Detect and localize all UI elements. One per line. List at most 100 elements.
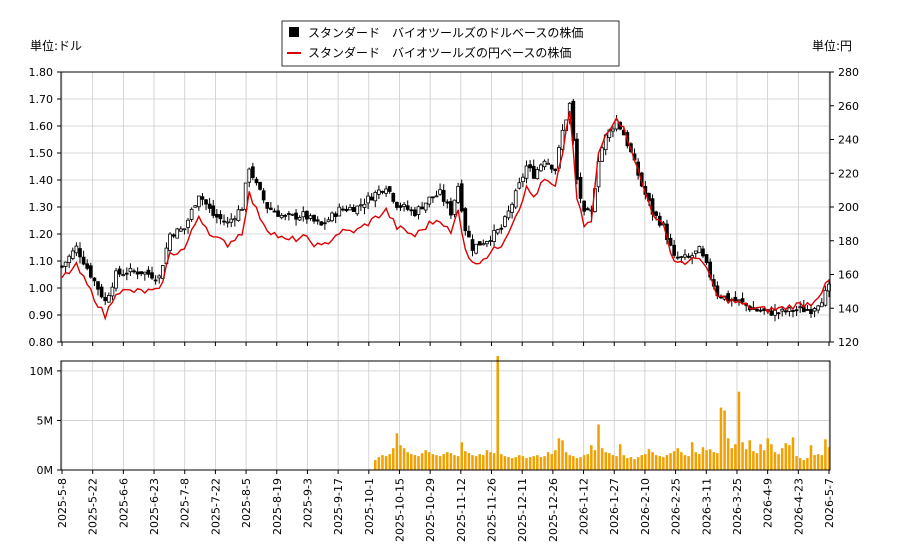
candle-body [283, 214, 288, 217]
x-tick-label: 2025-5-8 [56, 478, 69, 528]
candle-body [366, 195, 370, 204]
candle-body [531, 165, 536, 179]
candle-body [92, 277, 97, 282]
candle-body [254, 178, 259, 184]
candle-body [445, 201, 450, 204]
candle-body [251, 166, 255, 178]
candle-body [391, 192, 396, 202]
right-ytick-label: 240 [838, 134, 859, 147]
candle-body [402, 203, 406, 207]
candle-body [70, 250, 75, 259]
candle-body [124, 272, 129, 275]
volume-bar [716, 453, 719, 470]
volume-bar [478, 454, 481, 470]
volume-bar [467, 453, 471, 470]
candle-body [783, 310, 788, 313]
candle-body [474, 243, 478, 254]
volume-bar [388, 454, 391, 470]
candle-body [362, 203, 367, 208]
candle-body [196, 195, 201, 208]
candle-body [449, 201, 453, 216]
volume-bar [676, 448, 680, 470]
volume-bar [546, 452, 550, 470]
candle-body [506, 210, 511, 219]
volume-bar [503, 456, 507, 470]
volume-bar [708, 449, 712, 470]
volume-bar [780, 448, 784, 470]
right-ytick-label: 220 [838, 167, 859, 180]
volume-bar [554, 450, 557, 470]
volume-bar [766, 438, 770, 470]
candle-body [798, 306, 803, 309]
volume-bar [654, 455, 658, 470]
candle-body [269, 207, 273, 210]
left-ytick-label: 1.60 [29, 120, 54, 133]
candle-body [413, 209, 417, 216]
volume-bar [798, 458, 802, 470]
volume-bar [575, 458, 579, 470]
candle-body [467, 230, 471, 238]
candle-body [186, 219, 190, 228]
candle-body [431, 196, 435, 199]
axes: 1.80 1.70 1.60 1.50 1.40 1.30 1.20 1.10 1.00 0.90… [29, 66, 860, 477]
right-ytick-label: 200 [838, 201, 859, 214]
volume-bar [712, 452, 716, 470]
x-tick-label: 2026-2-25 [670, 478, 683, 535]
candle-body [290, 213, 295, 216]
candle-body [63, 261, 68, 267]
volume-bar [665, 455, 669, 470]
candle-body [258, 181, 262, 190]
x-tick-label: 2025-10-15 [393, 478, 406, 542]
volume-bar [626, 458, 629, 470]
volume-bar [507, 457, 510, 470]
candle-body [297, 217, 302, 221]
left-ytick-label: 1.80 [29, 66, 54, 79]
candle-body [153, 279, 158, 282]
volume-bar [784, 443, 788, 470]
candle-body [323, 222, 327, 225]
candle-body [585, 208, 590, 211]
candle-body [571, 100, 576, 141]
candle-body [823, 289, 828, 306]
volume-bar [406, 452, 409, 470]
x-tick-label: 2026-1-12 [578, 478, 591, 535]
candle-body [405, 205, 410, 210]
volume-bar [514, 457, 517, 470]
candle-body [168, 233, 172, 251]
candle-body [308, 215, 313, 219]
x-tick-label: 2025-6-23 [148, 478, 161, 535]
volume-bar [492, 453, 496, 470]
candle-body [351, 207, 356, 212]
candle-body [456, 185, 460, 203]
candle-body [535, 169, 540, 180]
candle-body [499, 227, 504, 230]
candle-body [755, 308, 759, 312]
candle-body [528, 164, 532, 169]
volume-bar [698, 454, 701, 470]
volume-bar [420, 453, 424, 470]
candle-body [758, 309, 763, 312]
left-ytick-label: 1.70 [29, 93, 54, 106]
candle-body [513, 190, 518, 208]
volume-bar [431, 454, 435, 470]
candle-body [485, 240, 489, 245]
candle-body [128, 267, 133, 273]
candle-body [546, 162, 550, 165]
volume-bar [726, 438, 730, 470]
volume-bar [471, 455, 474, 470]
x-tick-label: 2026-4-23 [792, 478, 805, 535]
candle-body [423, 202, 428, 211]
candle-body [517, 182, 522, 189]
candle-body [463, 208, 468, 232]
candle-body [780, 308, 785, 312]
volume-bar [395, 433, 399, 470]
volume-bar [788, 445, 791, 470]
candle-body [409, 209, 414, 212]
volume-bar [741, 442, 744, 470]
candle-body [85, 263, 90, 269]
candle-body [719, 296, 723, 299]
right-ytick-label: 120 [838, 336, 859, 349]
volume-bar [424, 450, 427, 470]
legend-label-jpy: スタンダード バイオツールズの円ベースの株価 [308, 45, 571, 60]
volume-bar [384, 456, 388, 470]
